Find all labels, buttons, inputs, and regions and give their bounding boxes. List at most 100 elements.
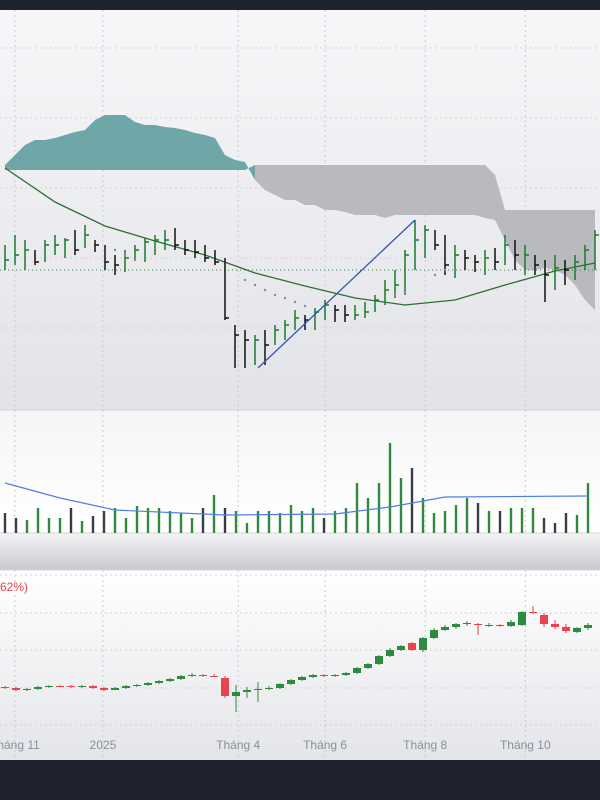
psar-dot <box>433 273 437 277</box>
volume-bar <box>410 468 414 533</box>
cloud <box>125 115 135 170</box>
cloud <box>175 128 185 170</box>
cloud <box>495 175 505 240</box>
cloud <box>205 135 215 170</box>
cloud <box>455 165 465 215</box>
cloud <box>565 210 575 285</box>
psar-dot <box>243 278 247 282</box>
candle-body <box>441 627 449 630</box>
cloud <box>195 133 205 170</box>
volume-bar <box>487 511 491 533</box>
cloud <box>505 210 515 260</box>
candle-body <box>177 676 185 679</box>
cloud <box>165 127 175 170</box>
volume-bar <box>454 505 458 533</box>
psar-dot <box>273 293 277 297</box>
volume-bar <box>432 513 436 533</box>
volume-bar <box>201 508 205 533</box>
candle-body <box>1 687 9 688</box>
cloud <box>575 210 585 300</box>
cloud <box>265 165 275 195</box>
candle-body <box>78 686 86 687</box>
cloud <box>235 160 245 170</box>
cloud <box>85 120 95 170</box>
cloud <box>255 165 265 190</box>
annotation: 62%) <box>0 580 28 594</box>
candle-body <box>309 675 317 677</box>
candle-body <box>67 686 75 687</box>
volume-bar <box>58 518 62 533</box>
volume-bar <box>25 520 29 533</box>
volume-bar <box>542 518 546 533</box>
x-tick-label: Tháng 4 <box>216 738 260 752</box>
candle-body <box>474 624 482 625</box>
cloud <box>415 165 425 215</box>
candle-body <box>540 615 548 624</box>
candle-body <box>463 623 471 624</box>
cloud <box>75 130 85 170</box>
candle-body <box>496 625 504 626</box>
cloud <box>475 165 485 218</box>
volume-bar <box>366 498 370 533</box>
cloud <box>15 145 25 170</box>
cloud <box>355 165 365 215</box>
x-tick-label: Tháng 10 <box>500 738 551 752</box>
candle-body <box>529 612 537 613</box>
cloud <box>305 165 315 205</box>
candle-body <box>320 675 328 676</box>
volume-bar <box>80 521 84 533</box>
candle-body <box>45 686 53 687</box>
volume-bar <box>421 498 425 533</box>
cloud <box>435 165 445 215</box>
cloud <box>425 165 435 215</box>
candle-body <box>155 681 163 683</box>
cloud <box>315 165 325 210</box>
psar-dot <box>293 300 297 304</box>
candle-body <box>276 684 284 688</box>
volume-bar <box>564 513 568 533</box>
psar-dot <box>303 304 307 308</box>
candle-body <box>485 625 493 626</box>
volume-bar <box>443 511 447 533</box>
cloud <box>545 210 555 270</box>
cloud <box>275 165 285 200</box>
volume-bar <box>168 511 172 533</box>
candle-body <box>364 664 372 668</box>
volume-bar <box>531 508 535 533</box>
cloud <box>135 122 145 170</box>
cloud <box>395 165 405 215</box>
candle-body <box>166 679 174 681</box>
psar-dot <box>393 293 397 297</box>
cloud <box>285 165 295 200</box>
volume-bar <box>289 505 293 533</box>
candle-body <box>386 650 394 656</box>
volume-bar <box>267 511 271 533</box>
moving-average <box>4 167 596 306</box>
x-tick-label: Tháng 11 <box>0 738 40 752</box>
volume-bar <box>509 508 513 533</box>
candle-body <box>210 676 218 677</box>
volume-bar <box>586 483 590 533</box>
volume-bar <box>36 508 40 533</box>
candle-body <box>518 612 526 625</box>
volume-bar <box>322 518 326 533</box>
candle-body <box>287 680 295 684</box>
cloud <box>465 165 475 215</box>
candle-body <box>573 628 581 632</box>
volume-bar <box>135 506 139 533</box>
candle-body <box>34 687 42 689</box>
cloud <box>65 132 75 170</box>
cloud <box>445 165 455 215</box>
candle-body <box>430 630 438 638</box>
volume-bar <box>300 511 304 533</box>
candle-body <box>89 686 97 688</box>
x-tick-label: 2025 <box>90 738 117 752</box>
volume-bar <box>256 511 260 533</box>
psar-dot <box>283 296 287 300</box>
cloud <box>155 125 165 170</box>
candle-body <box>111 688 119 690</box>
psar-dot <box>133 258 137 262</box>
candle-body <box>353 668 361 673</box>
candle-body <box>122 686 130 688</box>
